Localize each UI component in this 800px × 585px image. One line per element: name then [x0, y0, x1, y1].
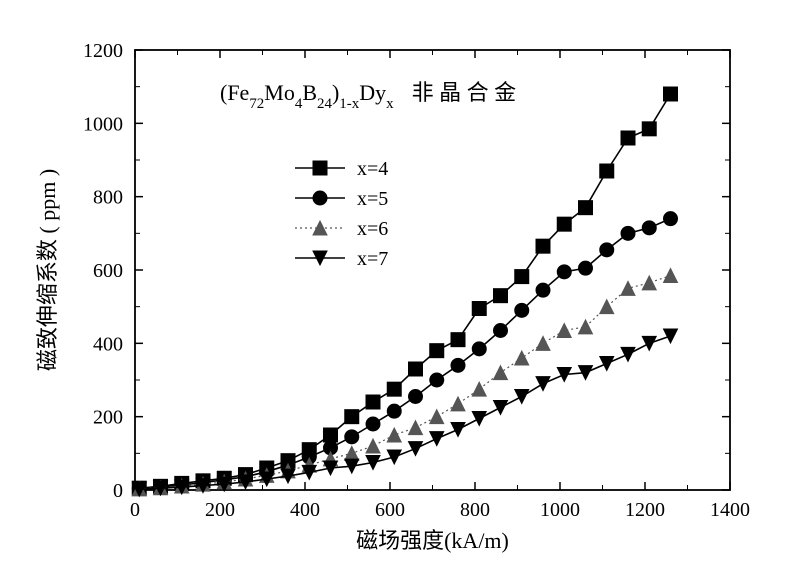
svg-text:0: 0 — [130, 499, 140, 521]
legend-label: x=6 — [357, 218, 388, 240]
svg-text:1200: 1200 — [625, 499, 665, 521]
svg-text:600: 600 — [375, 499, 405, 521]
series-x=7 — [132, 329, 677, 496]
svg-text:1000: 1000 — [540, 499, 580, 521]
formula-annotation: (Fe72Mo4B24)1-xDyx非 晶 合 金 — [220, 80, 516, 112]
svg-text:1000: 1000 — [83, 113, 123, 135]
svg-text:800: 800 — [460, 499, 490, 521]
svg-text:200: 200 — [93, 407, 123, 429]
svg-text:600: 600 — [93, 260, 123, 282]
series-x=4 — [132, 87, 677, 495]
chart-svg: 0 200 400 600 800 1000 1200 1400 0 200 400 600 800 10… — [0, 0, 800, 585]
svg-text:400: 400 — [290, 499, 320, 521]
legend-label: x=4 — [357, 158, 388, 180]
legend-label: x=5 — [357, 188, 388, 210]
svg-text:1400: 1400 — [710, 499, 750, 521]
legend-label: x=7 — [357, 248, 388, 270]
svg-text:200: 200 — [205, 499, 235, 521]
chart-container: 0 200 400 600 800 1000 1200 1400 0 200 400 600 800 10… — [0, 0, 800, 585]
svg-text:磁场强度(kA/m): 磁场强度(kA/m) — [356, 528, 509, 553]
svg-text:磁致伸缩系数 ( ppm ): 磁致伸缩系数 ( ppm ) — [35, 169, 60, 371]
svg-text:1200: 1200 — [83, 40, 123, 62]
series-x=6 — [132, 269, 677, 496]
svg-text:0: 0 — [113, 480, 123, 502]
svg-text:400: 400 — [93, 333, 123, 355]
svg-text:800: 800 — [93, 187, 123, 209]
